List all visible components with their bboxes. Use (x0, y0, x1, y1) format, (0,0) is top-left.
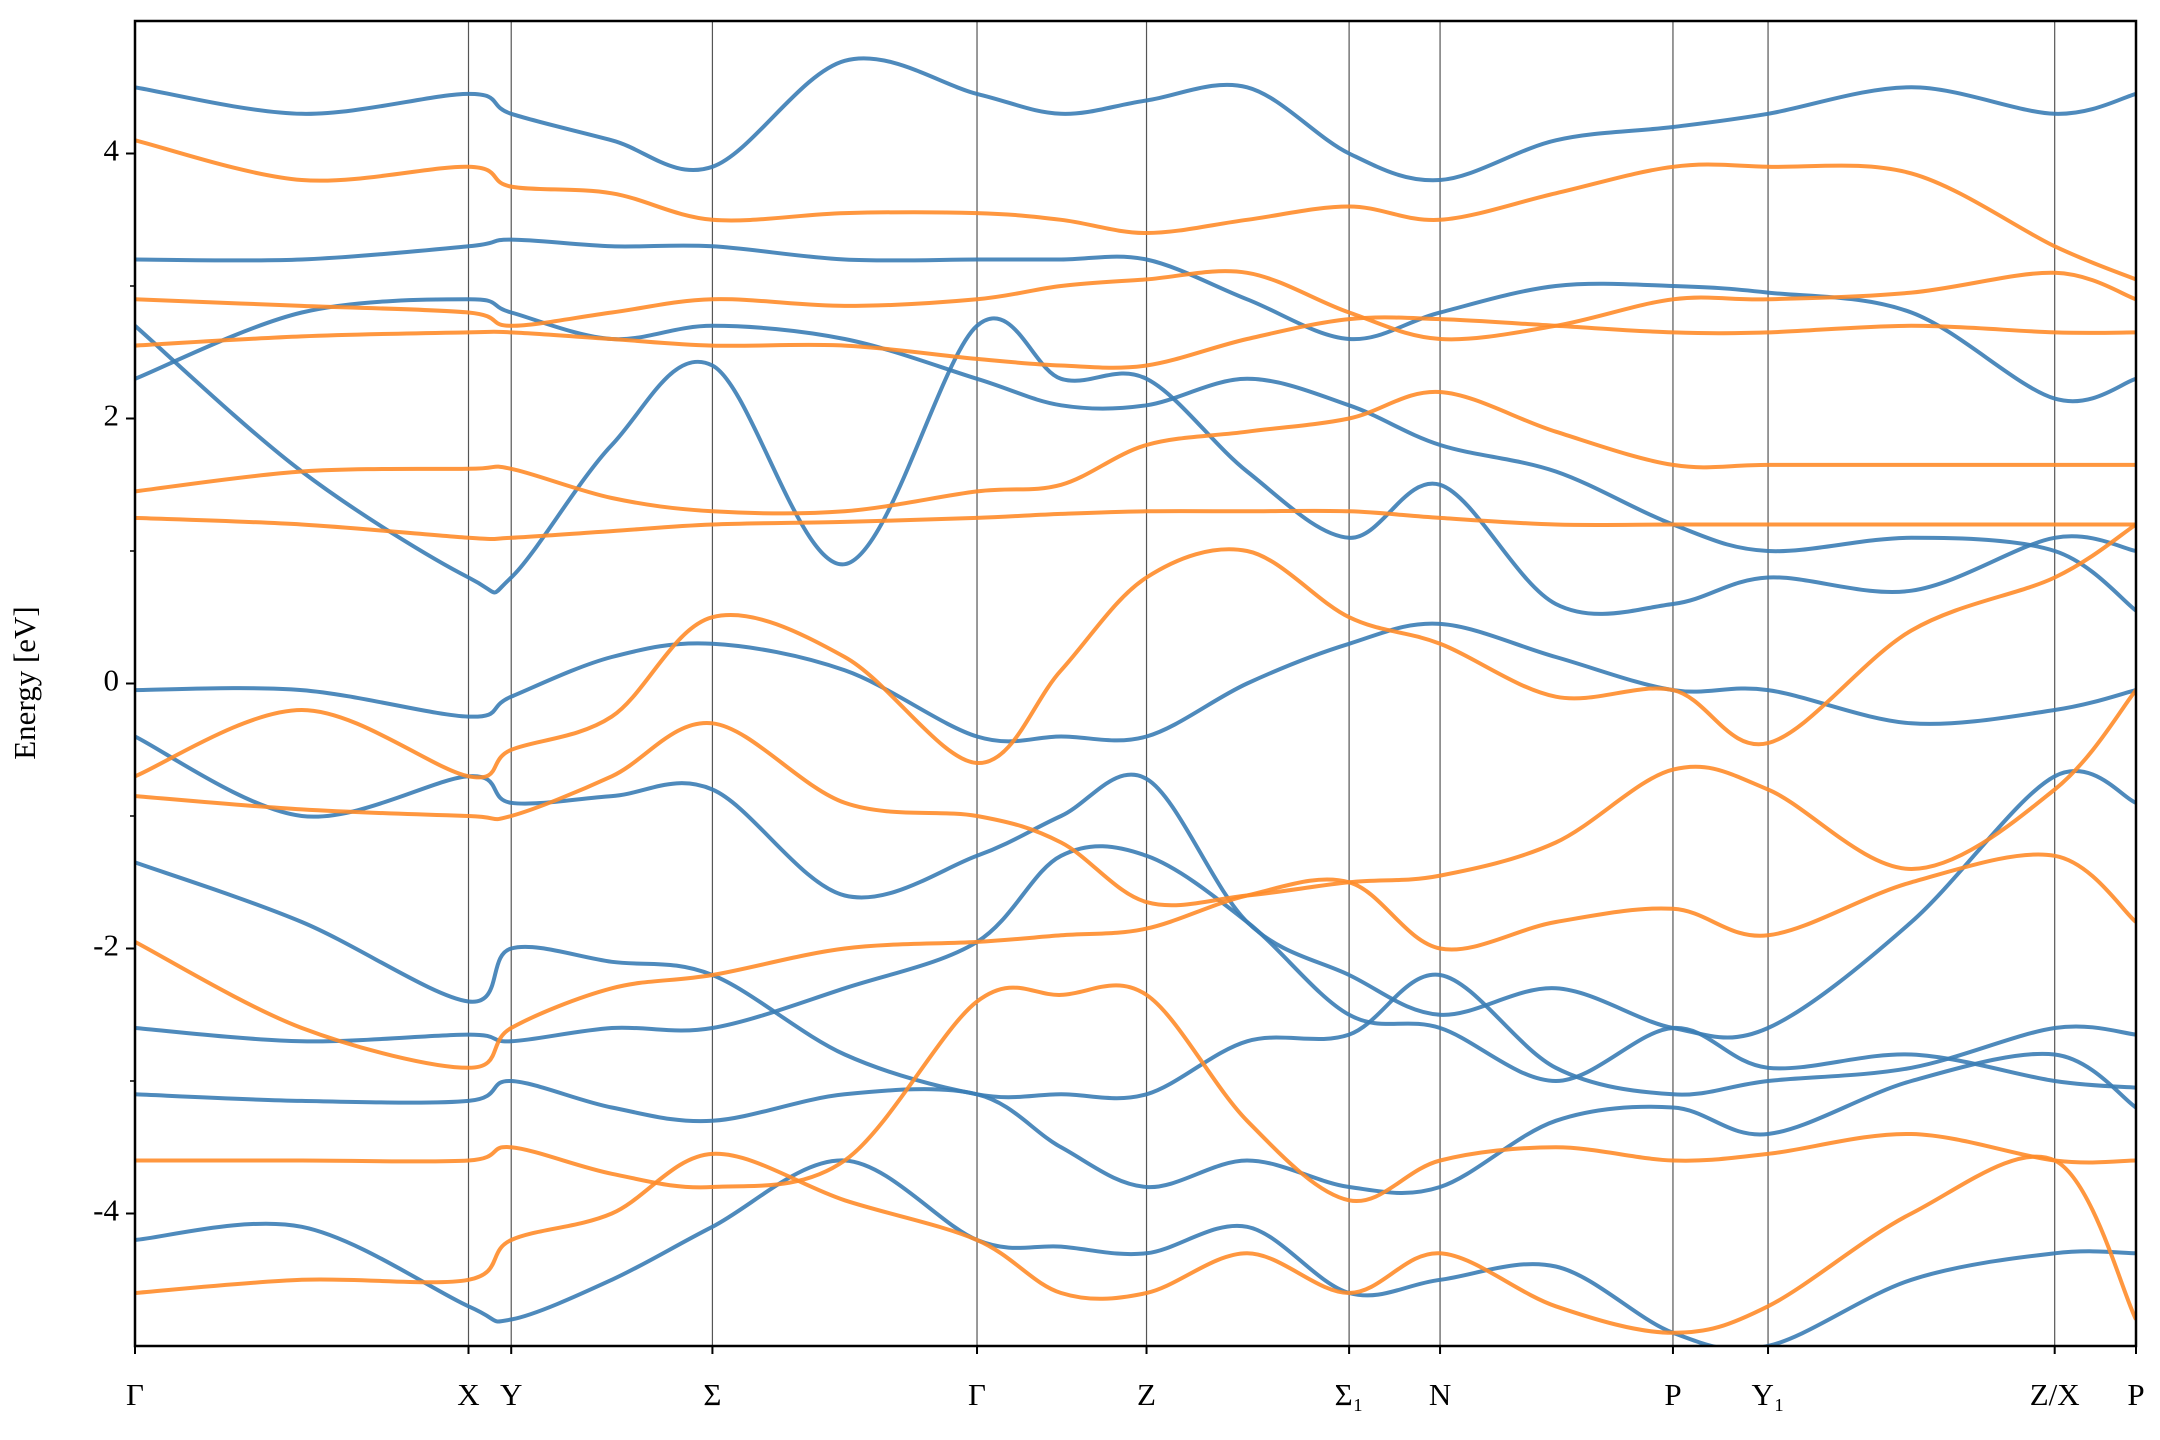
x-tick-label: Γ (968, 1377, 986, 1412)
x-tick-label: P (2127, 1377, 2144, 1412)
band-line (135, 1051, 2136, 1196)
band-line (135, 734, 2136, 1040)
x-tick-label: Y₁ (1751, 1377, 1784, 1412)
band-line (135, 315, 2136, 370)
grid-layer (134, 21, 2137, 1346)
band-line (135, 389, 2136, 516)
x-tick-label: Z/X (2030, 1377, 2080, 1412)
x-tick-label: X (457, 1377, 479, 1412)
x-tick-label: N (1429, 1377, 1451, 1412)
band-line (135, 852, 2136, 1070)
band-line (135, 56, 2136, 183)
y-tick-label: 4 (104, 133, 120, 168)
band-line (135, 269, 2136, 342)
band-line (135, 1151, 2136, 1335)
band-line (135, 844, 2136, 1090)
x-tick-label: P (1664, 1377, 1681, 1412)
band-line (135, 138, 2136, 282)
band-line (135, 316, 2136, 616)
band-line (135, 983, 2136, 1204)
x-tick-label: Σ (703, 1377, 721, 1412)
band-line (135, 621, 2136, 744)
plot-frame (133, 19, 2138, 1348)
y-tick-label: -2 (93, 928, 119, 963)
x-tick-label: Γ (126, 1377, 144, 1412)
band-line (135, 297, 2136, 613)
x-tick-label: Σ₁ (1335, 1377, 1364, 1412)
band-line (135, 860, 2136, 1101)
band-line (135, 237, 2136, 404)
y-tick-label: 0 (104, 663, 120, 698)
x-tick-label: Z (1137, 1377, 1156, 1412)
band-line (135, 522, 2136, 780)
band-line (135, 1158, 2136, 1346)
axes-layer: Γ X Y Σ Γ Z Σ₁ N P Y₁ Z/X P -4 -2 0 2 4 (93, 133, 2144, 1413)
y-tick-label: -4 (93, 1193, 119, 1228)
y-tick-label: 2 (104, 398, 120, 433)
bands-layer (135, 56, 2136, 1346)
band-line (135, 688, 2136, 908)
band-line (135, 508, 2136, 542)
y-axis-label: Energy [eV] (7, 606, 42, 760)
x-tick-label: Y (500, 1377, 522, 1412)
